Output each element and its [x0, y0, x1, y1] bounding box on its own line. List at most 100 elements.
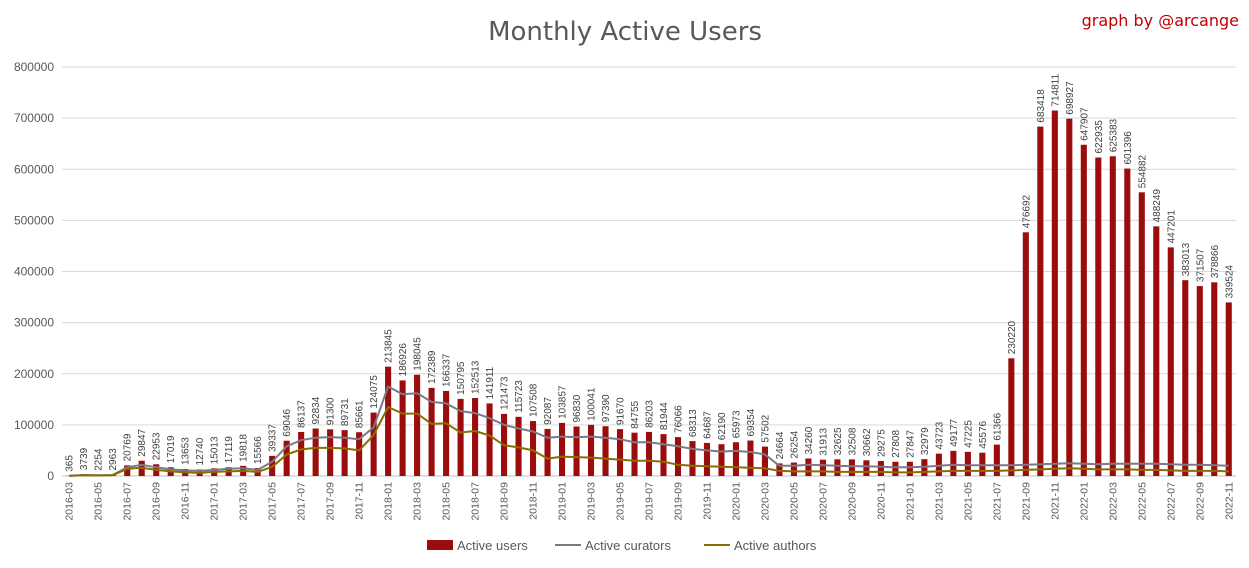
- x-tick-label: 2018-07: [470, 482, 482, 521]
- bar-active-users: [558, 422, 566, 476]
- x-tick-label: 2020-03: [760, 482, 772, 521]
- series-lines: [69, 385, 1229, 477]
- data-label: 2254: [94, 448, 105, 471]
- bar-active-users: [1037, 126, 1044, 477]
- bar-active-users: [1066, 118, 1073, 476]
- data-label: 96830: [572, 394, 583, 422]
- data-label: 65973: [732, 410, 743, 438]
- data-label: 29275: [876, 429, 887, 457]
- bar-active-users: [1153, 226, 1160, 476]
- y-axis-ticks: 0 100000 200000 300000 400000 500000 600000 700…: [14, 60, 54, 483]
- data-label: 22953: [152, 432, 163, 460]
- data-label: 27808: [891, 430, 902, 458]
- data-label: 57502: [761, 414, 772, 442]
- x-tick-label: 2021-05: [962, 482, 974, 521]
- legend-swatch-active-users: [427, 540, 453, 550]
- data-label: 12740: [195, 437, 206, 465]
- bar-active-users: [587, 424, 595, 476]
- data-label: 92834: [311, 396, 322, 424]
- x-tick-label: 2018-09: [499, 482, 511, 521]
- data-label: 32508: [847, 427, 858, 455]
- data-label: 17019: [166, 435, 177, 463]
- data-label: 698927: [1065, 81, 1076, 115]
- bar-active-users: [370, 412, 377, 476]
- data-label: 383013: [1181, 242, 1192, 276]
- bar-active-users: [964, 451, 971, 476]
- data-label: 97390: [601, 394, 612, 422]
- x-tick-label: 2021-03: [933, 482, 945, 521]
- bar-active-users: [530, 421, 537, 476]
- bar-active-users: [689, 441, 696, 476]
- data-label: 92087: [543, 397, 554, 425]
- data-label: 371507: [1195, 248, 1206, 282]
- data-label: 17119: [224, 436, 235, 464]
- data-label: 91670: [616, 397, 627, 425]
- data-label: 186926: [398, 343, 409, 377]
- data-label: 476692: [1021, 194, 1032, 228]
- data-label: 86203: [645, 400, 656, 428]
- x-tick-label: 2021-01: [904, 482, 916, 521]
- legend-label-active-curators: Active curators: [585, 538, 671, 553]
- y-tick-label: 100000: [14, 418, 54, 432]
- data-label: 172389: [427, 350, 438, 384]
- data-label: 69046: [282, 408, 293, 436]
- bar-active-users: [1124, 168, 1131, 476]
- x-axis-ticks: 2016-03 2016-05 2016-07 2016-09 2016-11 2017-…: [64, 482, 1236, 521]
- data-label: 124075: [369, 375, 380, 409]
- legend-label-active-users: Active users: [457, 538, 528, 553]
- x-tick-label: 2020-01: [731, 482, 743, 521]
- data-label: 34260: [804, 426, 815, 454]
- data-label: 488249: [1152, 189, 1163, 223]
- y-tick-label: 800000: [14, 60, 54, 74]
- data-label: 68313: [688, 409, 699, 437]
- bar-active-users: [385, 366, 392, 476]
- bar-active-users: [124, 465, 131, 476]
- bar-active-users: [602, 426, 609, 476]
- gridlines: [62, 66, 1236, 477]
- data-label: 15566: [253, 436, 264, 464]
- data-label: 69354: [746, 408, 757, 436]
- data-label: 76066: [674, 405, 685, 433]
- x-tick-label: 2020-07: [817, 482, 829, 521]
- bar-active-users: [718, 444, 725, 476]
- data-label: 29847: [137, 428, 148, 456]
- data-label: 554882: [1137, 154, 1148, 188]
- data-label: 47225: [963, 420, 974, 448]
- bar-active-users: [776, 463, 783, 476]
- data-label: 647907: [1079, 107, 1090, 141]
- bar-active-users: [298, 431, 305, 476]
- chart-credit: graph by @arcange: [1082, 11, 1239, 30]
- x-tick-label: 2017-03: [238, 482, 250, 521]
- x-tick-label: 2018-03: [412, 482, 424, 521]
- x-tick-label: 2020-05: [788, 482, 800, 521]
- data-label: 2963: [108, 448, 119, 471]
- data-label: 62190: [717, 412, 728, 440]
- data-label: 683418: [1036, 89, 1047, 123]
- data-label: 27847: [905, 430, 916, 458]
- x-tick-label: 2016-03: [64, 482, 76, 521]
- x-tick-label: 2022-11: [1223, 482, 1235, 520]
- bar-active-users: [863, 460, 870, 476]
- data-label: 714811: [1050, 74, 1061, 107]
- bar-active-users: [1225, 302, 1232, 476]
- data-label: 19818: [239, 434, 250, 462]
- data-label: 32625: [833, 427, 844, 455]
- x-tick-label: 2020-09: [846, 482, 858, 521]
- bar-active-users: [834, 459, 841, 476]
- x-tick-label: 2020-11: [875, 482, 887, 520]
- data-label: 24664: [775, 431, 786, 459]
- x-tick-label: 2022-05: [1136, 482, 1148, 521]
- data-label: 85661: [355, 400, 366, 428]
- legend-label-active-authors: Active authors: [734, 538, 817, 553]
- data-label: 31913: [818, 427, 829, 455]
- x-tick-label: 2019-01: [557, 482, 569, 521]
- bar-active-users: [674, 437, 682, 476]
- bar-active-users: [906, 461, 913, 476]
- data-label: 30662: [862, 428, 873, 456]
- data-label: 103857: [558, 385, 569, 419]
- bar-active-users: [472, 398, 479, 476]
- x-tick-label: 2019-07: [644, 482, 656, 521]
- data-label: 150795: [456, 361, 467, 395]
- y-tick-label: 500000: [14, 213, 54, 227]
